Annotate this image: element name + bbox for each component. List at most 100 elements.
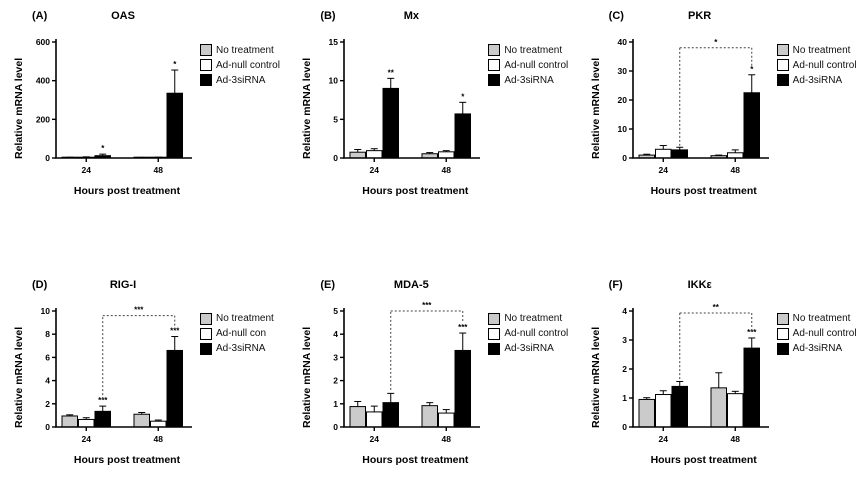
bar-chart-svg: 0 1 2 3 4 5 24 48 *** *** (334, 301, 481, 444)
chart-area: Relative mRNA level 0 200 400 600 24 48 * * No … (12, 32, 288, 184)
legend-swatch-no-treatment (776, 44, 789, 56)
svg-text:*: * (750, 65, 754, 74)
legend-swatch-ad-3sirna (776, 342, 789, 355)
svg-text:48: 48 (442, 165, 452, 175)
legend-swatch-ad-3sirna (200, 342, 212, 355)
legend-item: Ad-null control (488, 327, 576, 340)
legend-item: Ad-null control (488, 59, 576, 71)
legend-swatch-ad-null (488, 327, 501, 340)
legend-label: Ad-null con (216, 328, 267, 339)
y-axis-label: Relative mRNA level (13, 325, 25, 428)
y-axis-label: Relative mRNA level (13, 57, 25, 159)
x-axis-label: Hours post treatment (73, 185, 181, 197)
svg-text:***: *** (422, 301, 432, 310)
chart-title: Mx (403, 10, 419, 22)
legend-label: Ad-null control (504, 59, 569, 71)
chart-area: Relative mRNA level 0 1 2 3 4 5 24 48 *** *** No … (300, 301, 576, 453)
legend-label: Ad-null control (792, 59, 857, 71)
svg-text:0: 0 (622, 422, 627, 432)
svg-text:0: 0 (45, 153, 50, 163)
legend-swatch-ad-null (776, 327, 789, 340)
chart-title: PKR (688, 10, 712, 22)
x-axis-label: Hours post treatment (650, 453, 757, 466)
legend: No treatment Ad-null control Ad-3siRNA (775, 301, 865, 453)
svg-text:200: 200 (36, 114, 50, 124)
legend-label: Ad-3siRNA (504, 343, 554, 354)
svg-text:**: ** (712, 303, 719, 312)
svg-text:*: * (714, 38, 718, 47)
svg-text:4: 4 (45, 375, 50, 385)
svg-text:24: 24 (82, 434, 92, 444)
legend-label: Ad-3siRNA (216, 74, 266, 86)
panel-b: (B) Mx Relative mRNA level 0 5 10 15 24 48 ** *… (288, 0, 576, 239)
svg-text:24: 24 (658, 434, 668, 444)
legend-label: Ad-null control (216, 59, 280, 71)
legend-item: Ad-3siRNA (200, 74, 288, 86)
svg-text:20: 20 (617, 95, 627, 105)
x-axis-label: Hours post treatment (362, 185, 469, 197)
legend-item: Ad-3siRNA (776, 342, 865, 355)
legend-swatch-ad-3sirna (200, 74, 212, 86)
svg-text:***: *** (98, 396, 108, 405)
chart-title: IKKε (687, 278, 712, 291)
legend-item: Ad-null con (200, 327, 288, 340)
svg-text:***: *** (170, 326, 180, 335)
svg-text:24: 24 (370, 165, 380, 175)
panel-header: (E) MDA-5 (300, 279, 576, 299)
svg-text:***: *** (458, 323, 468, 332)
panel-c: (C) PKR Relative mRNA level 0 10 20 30 40 24 4… (577, 0, 865, 239)
legend-label: Ad-3siRNA (216, 343, 266, 354)
legend-item: Ad-null control (200, 59, 288, 71)
svg-text:3: 3 (334, 352, 339, 362)
legend: No treatment Ad-null control Ad-3siRNA (486, 32, 576, 184)
panel-letter: (E) (320, 278, 335, 291)
legend-label: No treatment (216, 44, 274, 56)
svg-text:48: 48 (442, 434, 452, 444)
chart-title: OAS (111, 10, 135, 22)
y-axis-label: Relative mRNA level (301, 325, 314, 428)
svg-text:0: 0 (622, 153, 627, 163)
y-axis-label: Relative mRNA level (589, 57, 602, 159)
svg-text:10: 10 (617, 124, 627, 134)
legend-item: Ad-null control (776, 59, 865, 71)
svg-text:24: 24 (82, 165, 92, 175)
svg-text:**: ** (388, 68, 395, 77)
panel-letter: (F) (608, 278, 623, 291)
svg-text:***: *** (747, 327, 757, 336)
svg-text:10: 10 (329, 76, 339, 86)
panel-letter: (D) (32, 278, 48, 291)
svg-text:*: * (173, 60, 177, 69)
chart-title: MDA-5 (393, 278, 429, 291)
panel-header: (C) PKR (589, 10, 865, 30)
svg-text:48: 48 (730, 434, 740, 444)
legend-item: Ad-null control (776, 327, 865, 340)
panel-header: (B) Mx (300, 10, 576, 30)
svg-text:8: 8 (45, 329, 50, 339)
svg-text:48: 48 (730, 165, 740, 175)
svg-text:40: 40 (617, 37, 627, 47)
legend-label: No treatment (504, 44, 563, 56)
svg-text:1: 1 (334, 398, 339, 408)
chart-area: Relative mRNA level 0 1 2 3 4 24 48 *** ** No tr… (589, 301, 865, 453)
legend-item: No treatment (488, 312, 576, 325)
panel-d: (D) RIG-I Relative mRNA level 0 2 4 6 8 10 24 4… (0, 239, 288, 477)
legend-swatch-ad-null (200, 59, 212, 71)
legend-item: No treatment (488, 44, 576, 56)
legend-item: No treatment (200, 312, 288, 325)
legend-item: Ad-3siRNA (776, 74, 865, 86)
svg-text:2: 2 (45, 398, 50, 408)
legend: No treatment Ad-null control Ad-3siRNA (775, 32, 865, 184)
legend-swatch-no-treatment (200, 312, 212, 325)
legend-swatch-no-treatment (776, 312, 789, 325)
svg-text:2: 2 (622, 364, 627, 374)
y-axis-label: Relative mRNA level (301, 57, 314, 159)
legend-swatch-ad-null (200, 327, 212, 340)
svg-text:5: 5 (334, 114, 339, 124)
legend-item: Ad-3siRNA (488, 342, 576, 355)
svg-text:4: 4 (622, 306, 627, 316)
bar-chart-svg: 0 10 20 30 40 24 48 * * (617, 37, 769, 175)
panel-header: (F) IKKε (589, 279, 865, 299)
